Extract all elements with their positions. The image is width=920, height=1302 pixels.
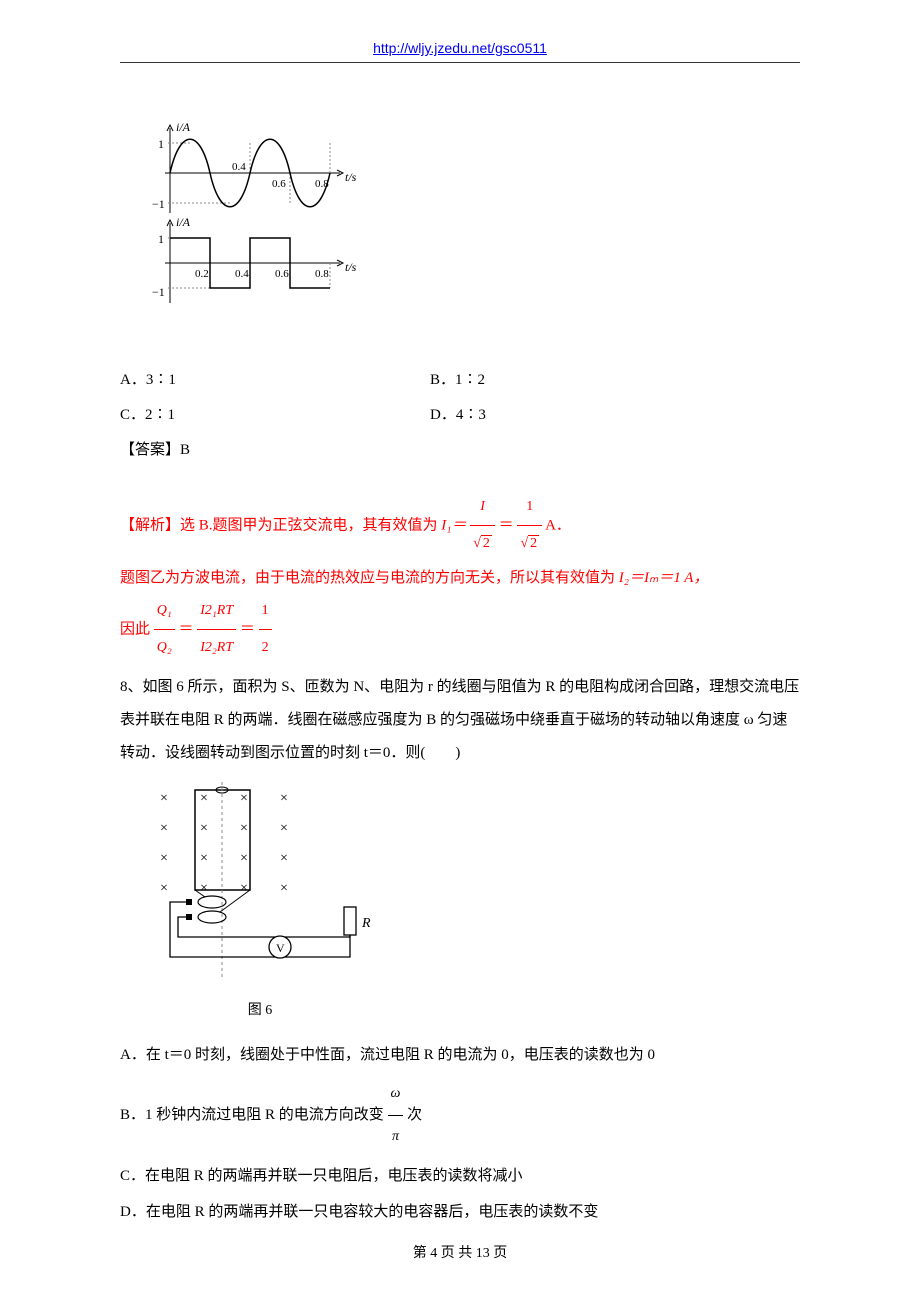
analysis-i2: I₂＝Iₘ＝1 A，	[619, 570, 709, 586]
top-ylabel: i/A	[176, 123, 191, 134]
options-row-1: A．3∶1 B．1∶2	[120, 368, 800, 389]
analysis-ratio-irt: I2₁RT I2₂RT	[197, 593, 236, 667]
svg-text:×: ×	[280, 791, 288, 806]
svg-text:×: ×	[240, 851, 248, 866]
analysis-therefore: 因此	[120, 621, 150, 637]
q8-optb-den: π	[388, 1116, 404, 1158]
bot-ylabel: i/A	[176, 215, 191, 229]
question8-text: 8、如图 6 所示，面积为 S、匝数为 N、电阻为 r 的线圈与阻值为 R 的电…	[120, 671, 800, 770]
svg-text:×: ×	[160, 881, 168, 896]
bot-ytick-neg1: −1	[152, 285, 165, 299]
ratio-q2: Q₂	[154, 630, 175, 666]
option-b: B．1∶2	[430, 368, 485, 389]
q8-optb-prefix: B．1 秒钟内流过电阻 R 的电流方向改变	[120, 1107, 384, 1123]
analysis-line2: 题图乙为方波电流，由于电流的热效应与电流的方向无关，所以其有效值为	[120, 570, 615, 586]
svg-text:×: ×	[160, 791, 168, 806]
svg-text:×: ×	[200, 851, 208, 866]
analysis-ratio-q: Q₁ Q₂	[154, 593, 175, 667]
top-xlabel: t/s	[345, 170, 357, 184]
q8-optb-frac: ω π	[388, 1073, 404, 1158]
top-xtick-04: 0.4	[232, 161, 246, 173]
ratio-den: I2₂RT	[197, 630, 236, 666]
bot-xlabel: t/s	[345, 260, 357, 274]
svg-text:×: ×	[200, 821, 208, 836]
bot-ytick-1: 1	[158, 232, 164, 246]
top-xtick-08: 0.8	[315, 178, 329, 190]
resistor-label: R	[361, 916, 371, 931]
options-row-2: C．2∶1 D．4∶3	[120, 403, 800, 424]
analysis-frac1: I 2	[470, 489, 495, 563]
analysis-frac2: 1 2	[517, 489, 542, 563]
analysis-ratio-result: 1 2	[259, 593, 272, 667]
option-d: D．4∶3	[430, 403, 486, 424]
q8-option-c: C．在电阻 R 的两端再并联一只电阻后，电压表的读数将减小	[120, 1158, 800, 1194]
waveform-svg: i/A t/s 1 −1 0.4 0.6 0.8 i/A t/s 1	[140, 123, 360, 313]
q8-option-d: D．在电阻 R 的两端再并联一只电容较大的电容器后，电压表的读数不变	[120, 1194, 800, 1230]
bot-xtick-02: 0.2	[195, 268, 209, 280]
circuit-diagram: ×××× ×××× ×××× ×××× V R	[150, 782, 800, 987]
svg-text:×: ×	[280, 881, 288, 896]
ratio-q1: Q₁	[154, 593, 175, 630]
top-xtick-06: 0.6	[272, 178, 286, 190]
q8-option-a: A．在 t＝0 时刻，线圈处于中性面，流过电阻 R 的电流为 0，电压表的读数也…	[120, 1037, 800, 1073]
ratio-res-den: 2	[259, 630, 272, 666]
svg-text:×: ×	[160, 821, 168, 836]
analysis-eq: ＝	[499, 517, 514, 533]
analysis-i1label: I₁＝	[441, 517, 466, 533]
frac2-den-sqrt: 2	[528, 535, 539, 551]
q8-optb-suffix: 次	[407, 1107, 422, 1123]
circuit-caption: 图 6	[150, 999, 370, 1019]
waveform-graphs: i/A t/s 1 −1 0.4 0.6 0.8 i/A t/s 1	[140, 123, 800, 318]
svg-text:×: ×	[240, 881, 248, 896]
page-footer: 第 4 页 共 13 页	[0, 1242, 920, 1262]
q8-optb-num: ω	[388, 1073, 404, 1116]
bot-xtick-06: 0.6	[275, 268, 289, 280]
voltmeter-label: V	[276, 941, 285, 955]
svg-text:×: ×	[160, 851, 168, 866]
q8-option-b: B．1 秒钟内流过电阻 R 的电流方向改变 ω π 次	[120, 1073, 800, 1158]
svg-text:×: ×	[280, 821, 288, 836]
frac1-den: 2	[470, 526, 495, 562]
top-ytick-1: 1	[158, 137, 164, 151]
analysis-unit: A．	[545, 517, 571, 533]
frac1-den-sqrt: 2	[481, 535, 492, 551]
bot-xtick-08: 0.8	[315, 268, 329, 280]
circuit-svg: ×××× ×××× ×××× ×××× V R	[150, 782, 380, 982]
header-link[interactable]: http://wljy.jzedu.net/gsc0511	[120, 40, 800, 63]
analysis-block: 【解析】选 B.题图甲为正弦交流电，其有效值为 I₁＝ I 2 ＝ 1 2 A．…	[120, 489, 800, 667]
frac2-den: 2	[517, 526, 542, 562]
field-symbols: ×××× ×××× ×××× ××××	[160, 791, 288, 896]
svg-text:×: ×	[240, 791, 248, 806]
bot-xtick-04: 0.4	[235, 268, 249, 280]
analysis-prefix: 【解析】选 B.题图甲为正弦交流电，其有效值为	[120, 517, 438, 533]
option-a: A．3∶1	[120, 368, 430, 389]
top-ytick-neg1: −1	[152, 197, 165, 211]
frac2-num: 1	[517, 489, 542, 526]
ratio-num: I2₁RT	[197, 593, 236, 630]
answer-label: 【答案】B	[120, 438, 800, 459]
svg-text:×: ×	[280, 851, 288, 866]
svg-text:×: ×	[240, 821, 248, 836]
option-c: C．2∶1	[120, 403, 430, 424]
ratio-res-num: 1	[259, 593, 272, 630]
svg-text:×: ×	[200, 791, 208, 806]
frac1-num: I	[470, 489, 495, 526]
